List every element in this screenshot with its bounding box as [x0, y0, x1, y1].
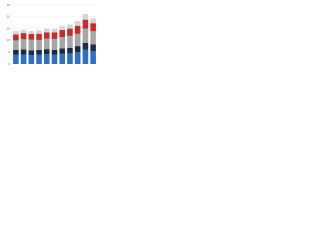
bar-segment: [74, 46, 81, 53]
bar-segment: [36, 49, 42, 55]
bar-segment: [82, 19, 89, 29]
bar-segment: [82, 13, 89, 20]
bar-segment: [59, 48, 66, 54]
bar-segment: [13, 40, 19, 50]
bar-segment: [67, 53, 73, 64]
bar-segment: [36, 30, 42, 34]
y-tick-label: 25: [7, 3, 11, 7]
bar-segment: [20, 39, 27, 50]
bar-segment: [82, 28, 89, 43]
bar-segment: [20, 49, 27, 55]
bar-segment: [51, 54, 58, 64]
bar-segment: [43, 28, 50, 33]
bar-segment: [28, 39, 35, 51]
bar-segment: [43, 54, 50, 64]
bar-segment: [59, 26, 66, 31]
y-tick-label: 5: [8, 50, 10, 54]
bar-segment: [67, 28, 73, 36]
bar-segment: [82, 49, 89, 64]
bar-segment: [90, 23, 96, 32]
bar-segment: [20, 29, 27, 34]
y-tick-label: 10: [7, 38, 11, 42]
bar-segment: [74, 33, 81, 47]
bar-segment: [67, 47, 73, 54]
bar-segment: [43, 38, 50, 50]
bar-segment: [67, 35, 73, 48]
bar-segment: [59, 37, 66, 49]
bar-segment: [20, 54, 27, 64]
bar-segment: [90, 44, 96, 52]
bar-segment: [67, 24, 73, 29]
bar-segment: [82, 42, 89, 50]
bar-segment: [28, 50, 35, 56]
bar-segment: [90, 51, 96, 64]
chart: 0 5 10 15 20 25: [7, 3, 97, 66]
bar-segment: [51, 49, 58, 55]
bar-segment: [51, 32, 58, 39]
bar-segment: [20, 33, 27, 40]
bar-segment: [74, 25, 81, 34]
bar-segment: [36, 54, 42, 64]
bar-segment: [13, 49, 19, 55]
y-tick-label: 0: [8, 62, 10, 66]
bar-segment: [13, 30, 19, 35]
bar-segment: [13, 54, 19, 64]
bar-segment: [90, 31, 96, 45]
bar-segment: [28, 30, 35, 35]
bar-segment: [74, 52, 81, 64]
bar-segment: [59, 53, 66, 64]
bar-segment: [43, 32, 50, 39]
bar-segment: [36, 33, 42, 40]
bar-segment: [59, 30, 66, 38]
bar-segment: [43, 49, 50, 55]
bar-segment: [13, 34, 19, 41]
bar-segment: [51, 38, 58, 50]
y-tick-label: 20: [7, 15, 11, 19]
bar-segment: [90, 18, 96, 24]
bar-segment: [51, 28, 58, 33]
bar-segment: [36, 39, 42, 50]
bar-segment: [74, 21, 81, 26]
y-tick-label: 15: [7, 26, 11, 30]
bar-segment: [28, 55, 35, 64]
bar-segment: [28, 34, 35, 40]
